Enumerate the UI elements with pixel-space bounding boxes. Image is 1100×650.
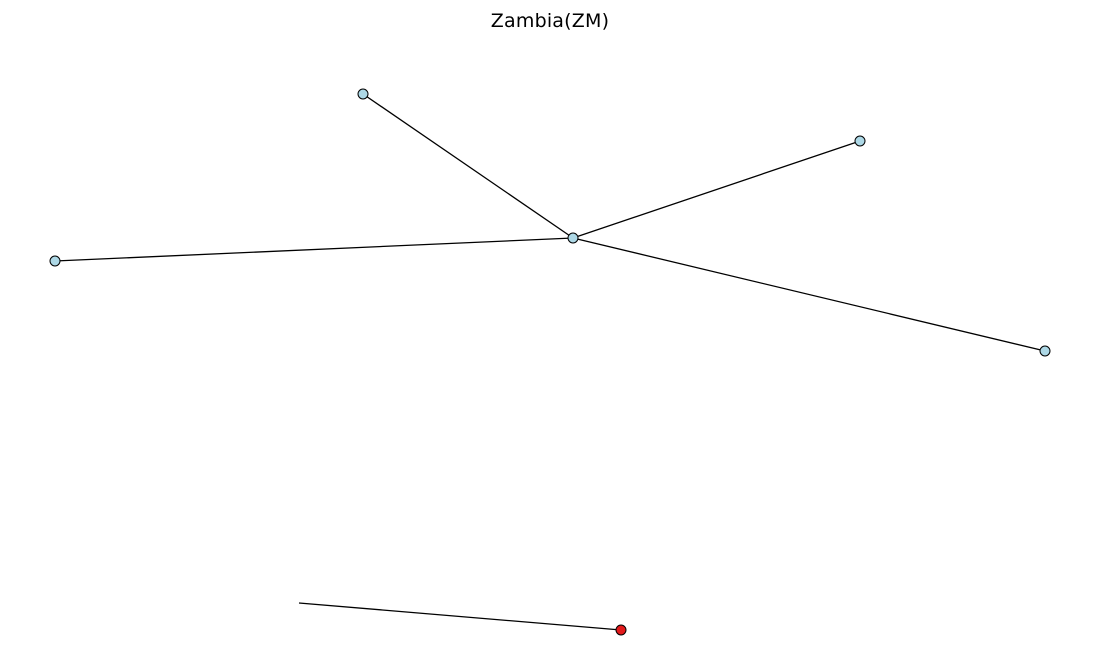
edge-node-highlighted-to-edge-stub [298, 602, 622, 631]
edge-hub-to-node-north [362, 93, 574, 239]
graph-node-node-west [49, 255, 61, 267]
edge-hub-to-node-west [54, 237, 574, 262]
graph-node-node-north [357, 88, 369, 100]
graph-node-node-highlighted [615, 624, 627, 636]
graph-node-hub [567, 232, 579, 244]
graph-node-node-northeast [854, 135, 866, 147]
graph-node-node-east [1039, 345, 1051, 357]
edge-hub-to-node-east [572, 237, 1046, 352]
page-title: Zambia(ZM) [490, 10, 610, 32]
edges-layer [54, 93, 1046, 631]
edge-hub-to-node-northeast [572, 140, 861, 239]
nodes-layer [49, 88, 1051, 636]
